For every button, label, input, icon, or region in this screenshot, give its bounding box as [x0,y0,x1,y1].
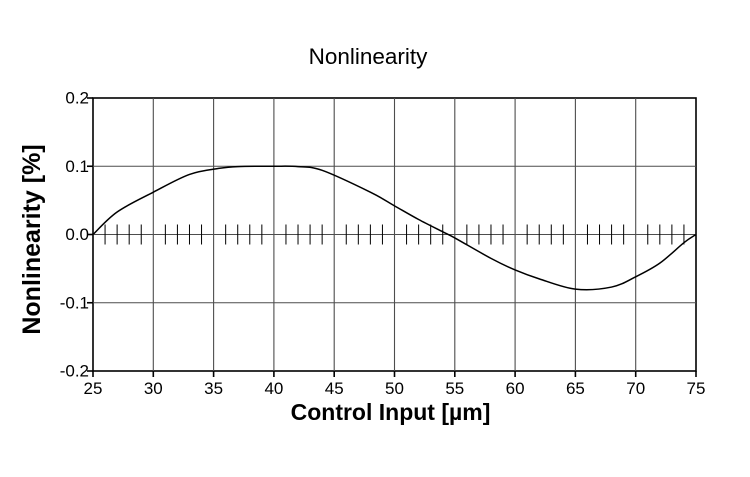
svg-text:30: 30 [144,379,163,398]
svg-text:-0.2: -0.2 [60,362,89,381]
svg-text:40: 40 [264,379,283,398]
svg-text:50: 50 [385,379,404,398]
svg-text:45: 45 [325,379,344,398]
svg-text:75: 75 [687,379,706,398]
svg-text:-0.1: -0.1 [60,293,89,312]
svg-text:Nonlinearity [%]: Nonlinearity [%] [18,144,46,334]
svg-text:0.0: 0.0 [65,225,89,244]
svg-text:0.2: 0.2 [65,89,89,108]
svg-text:55: 55 [445,379,464,398]
svg-text:70: 70 [626,379,645,398]
svg-text:60: 60 [506,379,525,398]
svg-text:0.1: 0.1 [65,157,89,176]
svg-text:Control Input [µm]: Control Input [µm] [291,399,491,425]
svg-text:25: 25 [84,379,103,398]
svg-text:35: 35 [204,379,223,398]
svg-text:65: 65 [566,379,585,398]
svg-text:Nonlinearity: Nonlinearity [309,44,429,69]
